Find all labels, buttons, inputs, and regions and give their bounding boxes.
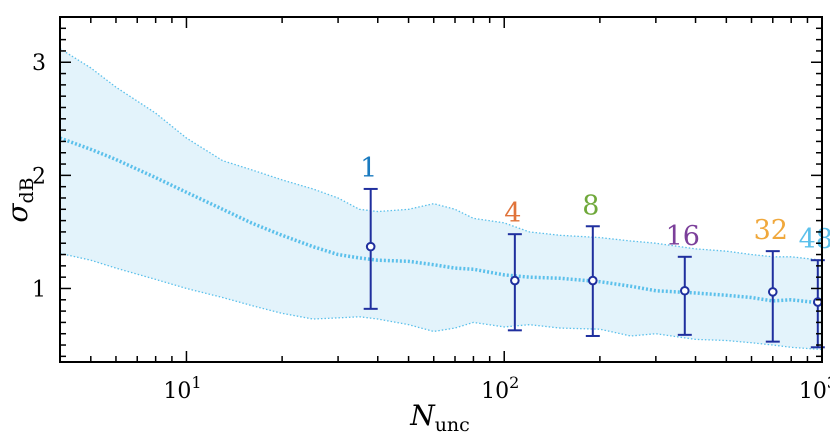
point-label: 4 [504,198,521,229]
point-label: 32 [754,215,788,246]
errorbar-marker [510,275,520,286]
spread-band-layer [59,48,823,351]
errorbar-layer [363,187,825,349]
upper-bound-line [59,48,823,261]
y-tick-label: 1 [32,277,46,302]
x-axis-label-subscript: unc [435,414,470,435]
y-axis-label-main: σ [1,203,34,223]
x-axis-label: Nunc [409,399,470,435]
y-axis-label: σdB [1,177,38,222]
plot-frame [59,16,823,363]
mean-line [59,136,823,305]
errorbar-marker [365,241,376,252]
x-tick-label: 103 [799,373,830,404]
x-tick-label: 101 [163,373,201,404]
errorbar-marker [588,275,598,286]
errorbar-marker [767,287,778,297]
point-label: 48 [799,224,830,255]
mean-line-layer [59,136,823,305]
point-label: 16 [666,221,700,252]
y-tick-label: 3 [32,51,46,76]
spread-band [60,48,822,350]
x-axis-label-main: N [409,399,436,432]
errorbar-marker [679,285,690,296]
y-axis-label-subscript: dB [16,177,38,203]
x-tick-label: 102 [481,373,519,404]
point-label-layer: 14 816 32 48 [360,153,830,255]
point-label: 1 [360,153,377,184]
y-tick-label: 2 [32,164,46,189]
point-label: 8 [582,190,599,221]
